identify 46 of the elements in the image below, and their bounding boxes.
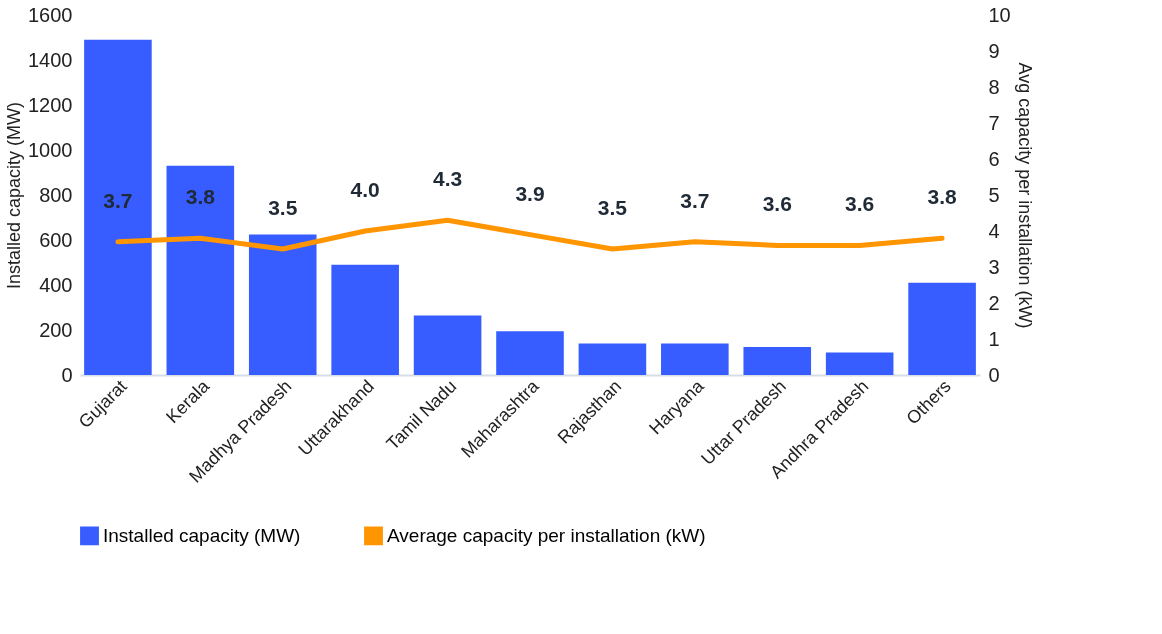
y2-tick-label: 4 xyxy=(988,219,1000,242)
y2-tick-label: 3 xyxy=(988,255,1000,278)
data-label: 3.7 xyxy=(680,188,710,212)
data-label: 3.5 xyxy=(597,196,628,219)
bar xyxy=(908,282,976,375)
y-tick-label: 1200 xyxy=(28,93,73,116)
legend-label: Installed capacity (MW) xyxy=(103,524,301,546)
y2-tick-label: 10 xyxy=(988,3,1011,26)
bar xyxy=(248,234,317,375)
data-label: 4.0 xyxy=(350,178,380,201)
y-tick-label: 1000 xyxy=(28,138,73,161)
bar xyxy=(825,352,894,375)
y-tick-label: 1400 xyxy=(28,48,73,71)
data-label: 3.9 xyxy=(515,181,545,205)
y-tick-label: 400 xyxy=(39,273,73,296)
legend-label: Average capacity per installation (kW) xyxy=(387,524,706,546)
y-axis-title: Installed capacity (MW) xyxy=(4,101,25,290)
bar xyxy=(166,165,235,375)
y2-tick-label: 9 xyxy=(988,39,1000,62)
y2-tick-label: 6 xyxy=(988,147,1000,170)
data-label: 3.7 xyxy=(103,188,133,212)
y2-tick-label: 2 xyxy=(988,291,1000,314)
y-tick-label: 200 xyxy=(39,318,73,341)
bar xyxy=(578,343,647,375)
y2-tick-label: 1 xyxy=(988,327,1000,350)
y-tick-label: 800 xyxy=(39,183,73,206)
y2-tick-label: 0 xyxy=(988,363,1000,386)
bar xyxy=(743,346,812,375)
y-tick-label: 1600 xyxy=(28,3,73,26)
bar xyxy=(661,343,729,375)
data-label: 3.5 xyxy=(268,196,298,219)
bar xyxy=(84,39,152,375)
data-label: 3.8 xyxy=(927,185,957,209)
data-label: 4.3 xyxy=(432,167,463,191)
y-tick-label: 600 xyxy=(39,228,73,251)
y-tick-label: 0 xyxy=(61,363,73,386)
bar xyxy=(331,264,399,375)
data-label: 3.6 xyxy=(762,192,792,216)
bar xyxy=(496,331,564,375)
data-label: 3.6 xyxy=(845,192,875,216)
bar xyxy=(413,315,482,375)
y2-tick-label: 5 xyxy=(988,183,1000,206)
y2-tick-label: 8 xyxy=(988,75,1000,98)
y2-axis-title: Avg capacity per installation (kW) xyxy=(1014,62,1035,329)
data-label: 3.8 xyxy=(185,185,216,209)
y2-tick-label: 7 xyxy=(988,111,1000,134)
